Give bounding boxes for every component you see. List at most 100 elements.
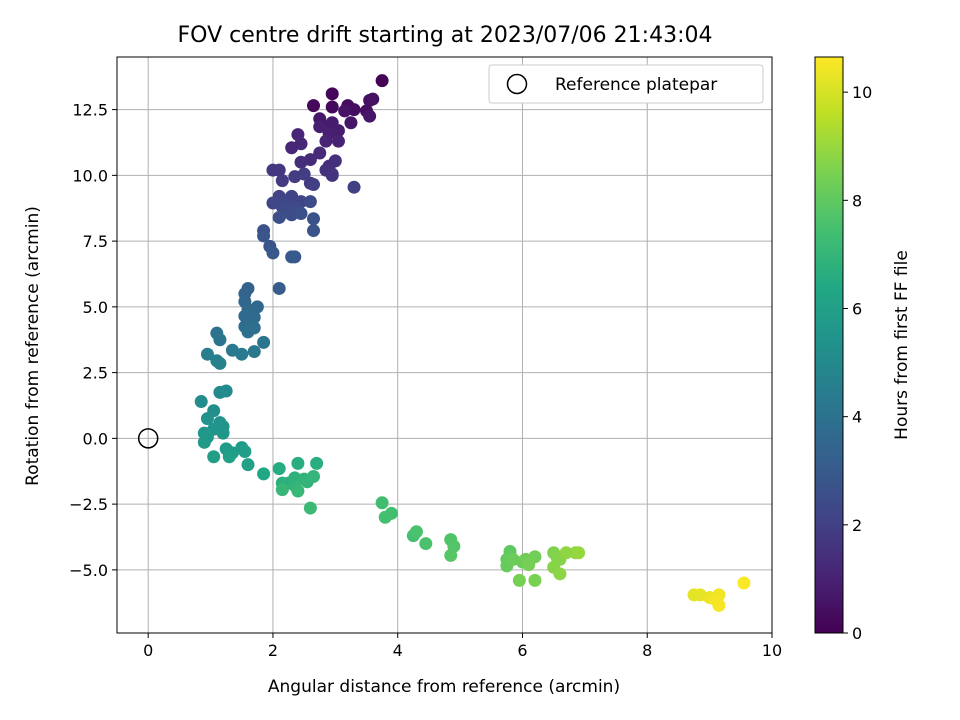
- data-point: [737, 576, 751, 590]
- legend-entry-reference-platepar: Reference platepar: [555, 75, 717, 95]
- data-point: [366, 92, 380, 106]
- data-point: [291, 456, 305, 470]
- x-tick-label: 0: [143, 641, 153, 660]
- data-point: [194, 395, 208, 409]
- data-point: [325, 87, 339, 101]
- data-point: [288, 250, 302, 264]
- data-point: [310, 456, 324, 470]
- data-point: [207, 450, 221, 464]
- y-tick-label: 10.0: [72, 166, 108, 185]
- data-point: [241, 458, 255, 472]
- data-point: [572, 546, 586, 560]
- plot-axes: 0 2 4 6 8 10 −5.0 −2.5 0.0 2.5 5.0 7.5 10.0 12.5: [69, 56, 782, 660]
- data-point: [303, 501, 317, 515]
- colorbar-tick-label: 8: [852, 191, 862, 210]
- y-axis-label: Rotation from reference (arcmin): [23, 206, 43, 486]
- data-point: [266, 246, 280, 260]
- x-axis-label: Angular distance from reference (arcmin): [268, 677, 620, 697]
- colorbar-tick-label: 10: [852, 83, 872, 102]
- x-tick-label: 2: [268, 641, 278, 660]
- data-point: [200, 412, 214, 426]
- data-point: [291, 484, 305, 498]
- data-point: [294, 206, 308, 220]
- data-point: [247, 345, 261, 359]
- y-tick-label: −2.5: [69, 495, 108, 514]
- data-point: [272, 281, 286, 295]
- data-point: [307, 99, 320, 113]
- data-point: [363, 109, 377, 123]
- colorbar-tick-label: 2: [852, 516, 862, 535]
- colorbar-gradient: [814, 56, 844, 634]
- data-point: [344, 116, 358, 130]
- data-point: [325, 168, 339, 182]
- data-point: [331, 134, 345, 148]
- data-point: [307, 470, 320, 484]
- data-point: [307, 212, 320, 226]
- y-tick-label: 5.0: [83, 298, 108, 317]
- data-point: [241, 325, 255, 339]
- data-point: [419, 537, 433, 551]
- y-tick-label: −5.0: [69, 561, 108, 580]
- colorbar: 0 2 4 6 8 10 Hours from first FF file: [814, 56, 912, 643]
- data-point: [275, 174, 289, 188]
- data-point: [275, 483, 289, 497]
- x-tick-label: 8: [642, 641, 652, 660]
- data-point: [347, 180, 361, 194]
- data-point: [222, 450, 236, 464]
- data-point: [257, 335, 271, 349]
- data-point: [378, 510, 392, 524]
- data-point: [216, 426, 230, 440]
- colorbar-tick-label: 4: [852, 408, 862, 427]
- data-point: [297, 167, 311, 181]
- colorbar-label: Hours from first FF file: [892, 250, 912, 440]
- data-point: [307, 224, 320, 238]
- data-point: [325, 100, 339, 114]
- legend-marker-icon: [506, 73, 528, 95]
- data-point: [272, 462, 286, 476]
- y-tick-label: 2.5: [83, 364, 108, 383]
- y-tick-label: 7.5: [83, 232, 108, 251]
- data-point: [197, 435, 211, 449]
- colorbar-ticks: 0 2 4 6 8 10: [843, 83, 872, 643]
- plot-frame: [116, 56, 773, 634]
- legend: Reference platepar: [488, 64, 764, 104]
- data-point: [553, 567, 567, 581]
- data-point: [213, 356, 227, 370]
- y-tick-label: 0.0: [83, 429, 108, 448]
- data-point: [328, 154, 342, 168]
- data-point: [219, 384, 233, 398]
- data-point: [512, 573, 526, 587]
- chart-title: FOV centre drift starting at 2023/07/06 …: [178, 23, 713, 48]
- data-point: [375, 496, 389, 510]
- colorbar-tick-label: 6: [852, 299, 862, 318]
- data-point: [303, 195, 317, 209]
- data-point: [272, 210, 286, 224]
- y-tick-label: 12.5: [72, 101, 108, 120]
- data-point: [257, 229, 271, 243]
- data-point: [285, 141, 299, 155]
- data-point: [200, 347, 214, 361]
- data-point: [313, 120, 327, 134]
- data-point: [213, 333, 227, 347]
- data-point: [375, 74, 389, 88]
- legend-box: [488, 64, 764, 104]
- data-point: [313, 146, 327, 160]
- data-point: [528, 573, 542, 587]
- data-point: [307, 178, 320, 192]
- colorbar-tick-label: 0: [852, 624, 862, 643]
- scatter-points: [137, 74, 751, 612]
- data-point: [712, 598, 726, 612]
- data-point: [238, 445, 252, 459]
- data-point: [522, 558, 536, 572]
- x-tick-label: 6: [517, 641, 527, 660]
- data-point: [559, 546, 573, 560]
- data-point: [294, 155, 308, 169]
- x-tick-label: 4: [393, 641, 403, 660]
- data-point: [272, 163, 286, 177]
- reference-point-marker: [137, 428, 159, 449]
- data-point: [409, 525, 423, 539]
- data-point: [319, 134, 333, 148]
- data-point: [235, 347, 249, 361]
- data-point: [338, 104, 352, 118]
